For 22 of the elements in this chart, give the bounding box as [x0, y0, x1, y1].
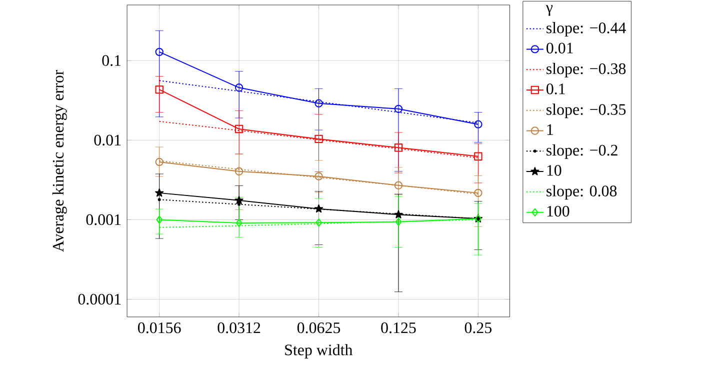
legend-label: slope: −0.35: [546, 104, 626, 118]
x-axis-title: Step width: [285, 344, 353, 359]
legend-label: slope: −0.2: [546, 144, 618, 160]
y-tick-label: 0.001: [86, 214, 121, 226]
x-tick-label: 0.0156: [138, 322, 181, 334]
y-tick-label: 0.01: [94, 134, 121, 146]
legend-label: 100: [547, 206, 570, 217]
legend-title: γ: [546, 5, 553, 16]
x-tick-label: 0.0312: [218, 322, 260, 334]
legend-label: slope: 0.08: [546, 185, 617, 200]
x-tick-label: 0.0625: [297, 322, 340, 334]
y-tick-label: 0.0001: [78, 294, 121, 305]
y-axis-title: Average kinetic energy error: [52, 70, 67, 252]
x-tick-label: 0.25: [464, 322, 492, 334]
legend-label: 0.1: [546, 84, 565, 94]
x-tick-label: 0.125: [381, 322, 416, 334]
legend-label: 10: [547, 165, 562, 176]
legend-label: slope: −0.44: [546, 22, 626, 37]
legend-label: 0.01: [546, 42, 573, 54]
y-tick-label: 0.1: [102, 55, 121, 66]
legend-label: 1: [547, 124, 553, 135]
legend-label: slope: −0.38: [546, 63, 626, 78]
